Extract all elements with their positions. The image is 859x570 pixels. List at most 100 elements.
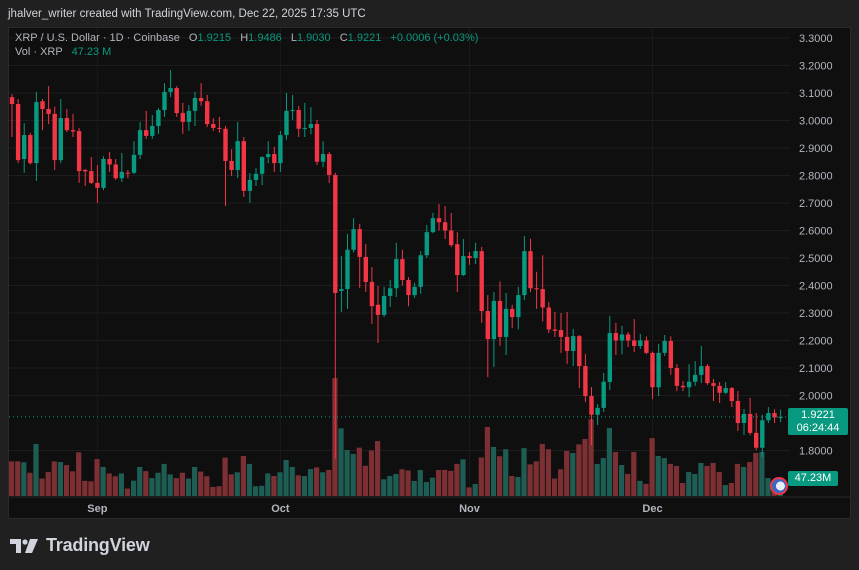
candle[interactable]	[15, 99, 21, 164]
candle[interactable]	[9, 94, 15, 137]
candle[interactable]	[650, 351, 655, 400]
candle[interactable]	[503, 292, 509, 356]
candle[interactable]	[52, 106, 57, 170]
candle[interactable]	[314, 119, 320, 166]
candle[interactable]	[449, 212, 454, 247]
candle[interactable]	[217, 116, 222, 133]
candle[interactable]	[717, 382, 722, 403]
candle[interactable]	[137, 121, 143, 159]
candle[interactable]	[491, 292, 497, 367]
candle[interactable]	[107, 152, 112, 172]
candle[interactable]	[156, 108, 161, 134]
candle[interactable]	[601, 372, 606, 412]
candle[interactable]	[528, 238, 533, 293]
candle[interactable]	[607, 315, 612, 390]
candle[interactable]	[235, 121, 240, 178]
candle[interactable]	[552, 311, 558, 337]
candle[interactable]	[747, 397, 753, 436]
candle[interactable]	[28, 132, 33, 165]
candle[interactable]	[89, 157, 94, 185]
candle[interactable]	[259, 156, 265, 186]
candle[interactable]	[534, 271, 539, 309]
candle[interactable]	[150, 115, 155, 139]
candle[interactable]	[668, 336, 673, 375]
candle[interactable]	[497, 281, 503, 346]
candle[interactable]	[241, 137, 246, 197]
candle[interactable]	[424, 225, 429, 258]
candle[interactable]	[467, 251, 472, 265]
candle[interactable]	[357, 223, 362, 288]
candle[interactable]	[510, 304, 515, 329]
candle[interactable]	[253, 168, 259, 186]
candle[interactable]	[223, 126, 228, 207]
candle[interactable]	[40, 99, 45, 131]
candle[interactable]	[284, 93, 289, 140]
candle[interactable]	[583, 353, 588, 403]
candle[interactable]	[278, 130, 283, 172]
candle[interactable]	[381, 286, 387, 318]
candle[interactable]	[302, 102, 307, 137]
candle[interactable]	[540, 255, 545, 322]
candle[interactable]	[632, 319, 637, 353]
candle[interactable]	[101, 156, 106, 191]
candle[interactable]	[442, 206, 448, 240]
candle[interactable]	[186, 105, 192, 131]
candle[interactable]	[760, 414, 765, 458]
candle[interactable]	[247, 173, 253, 203]
candle[interactable]	[625, 331, 631, 348]
candle[interactable]	[22, 123, 27, 173]
candle[interactable]	[564, 311, 570, 364]
candle[interactable]	[205, 94, 210, 128]
candle[interactable]	[375, 286, 381, 343]
candle[interactable]	[699, 346, 704, 384]
candle[interactable]	[229, 149, 234, 177]
candle[interactable]	[192, 91, 198, 126]
candle[interactable]	[339, 256, 344, 312]
candle[interactable]	[613, 322, 619, 356]
candle[interactable]	[333, 172, 338, 459]
candle[interactable]	[345, 234, 350, 309]
candle[interactable]	[113, 159, 118, 180]
candle[interactable]	[711, 379, 716, 401]
candle[interactable]	[461, 239, 466, 276]
candle[interactable]	[516, 286, 521, 330]
candle[interactable]	[272, 146, 277, 172]
candle[interactable]	[693, 361, 698, 386]
candle[interactable]	[589, 386, 594, 445]
candle[interactable]	[119, 152, 124, 183]
candle[interactable]	[522, 236, 527, 301]
candle[interactable]	[290, 94, 295, 120]
candle[interactable]	[680, 380, 686, 392]
candle[interactable]	[485, 295, 490, 378]
candle[interactable]	[662, 335, 667, 356]
candle[interactable]	[46, 86, 51, 125]
candle[interactable]	[686, 364, 692, 398]
candle[interactable]	[211, 118, 216, 131]
candle[interactable]	[320, 141, 326, 168]
candle[interactable]	[144, 110, 149, 139]
candle[interactable]	[754, 413, 759, 450]
candle[interactable]	[741, 408, 747, 436]
candle[interactable]	[735, 391, 741, 431]
candle[interactable]	[430, 212, 436, 234]
candle[interactable]	[76, 127, 82, 183]
candle[interactable]	[400, 249, 405, 286]
candle[interactable]	[766, 407, 771, 423]
candle[interactable]	[34, 91, 39, 181]
candle[interactable]	[327, 152, 332, 183]
candle[interactable]	[412, 282, 417, 298]
candle[interactable]	[174, 86, 179, 117]
candle[interactable]	[406, 277, 411, 307]
candle[interactable]	[619, 325, 625, 355]
candle[interactable]	[125, 170, 131, 179]
candle[interactable]	[168, 69, 173, 98]
candle[interactable]	[558, 313, 564, 353]
candle[interactable]	[95, 165, 100, 203]
candle[interactable]	[83, 168, 88, 186]
candle[interactable]	[296, 105, 301, 137]
candle[interactable]	[198, 83, 204, 106]
candle[interactable]	[58, 99, 63, 164]
candle[interactable]	[162, 83, 167, 117]
candle[interactable]	[351, 218, 356, 253]
